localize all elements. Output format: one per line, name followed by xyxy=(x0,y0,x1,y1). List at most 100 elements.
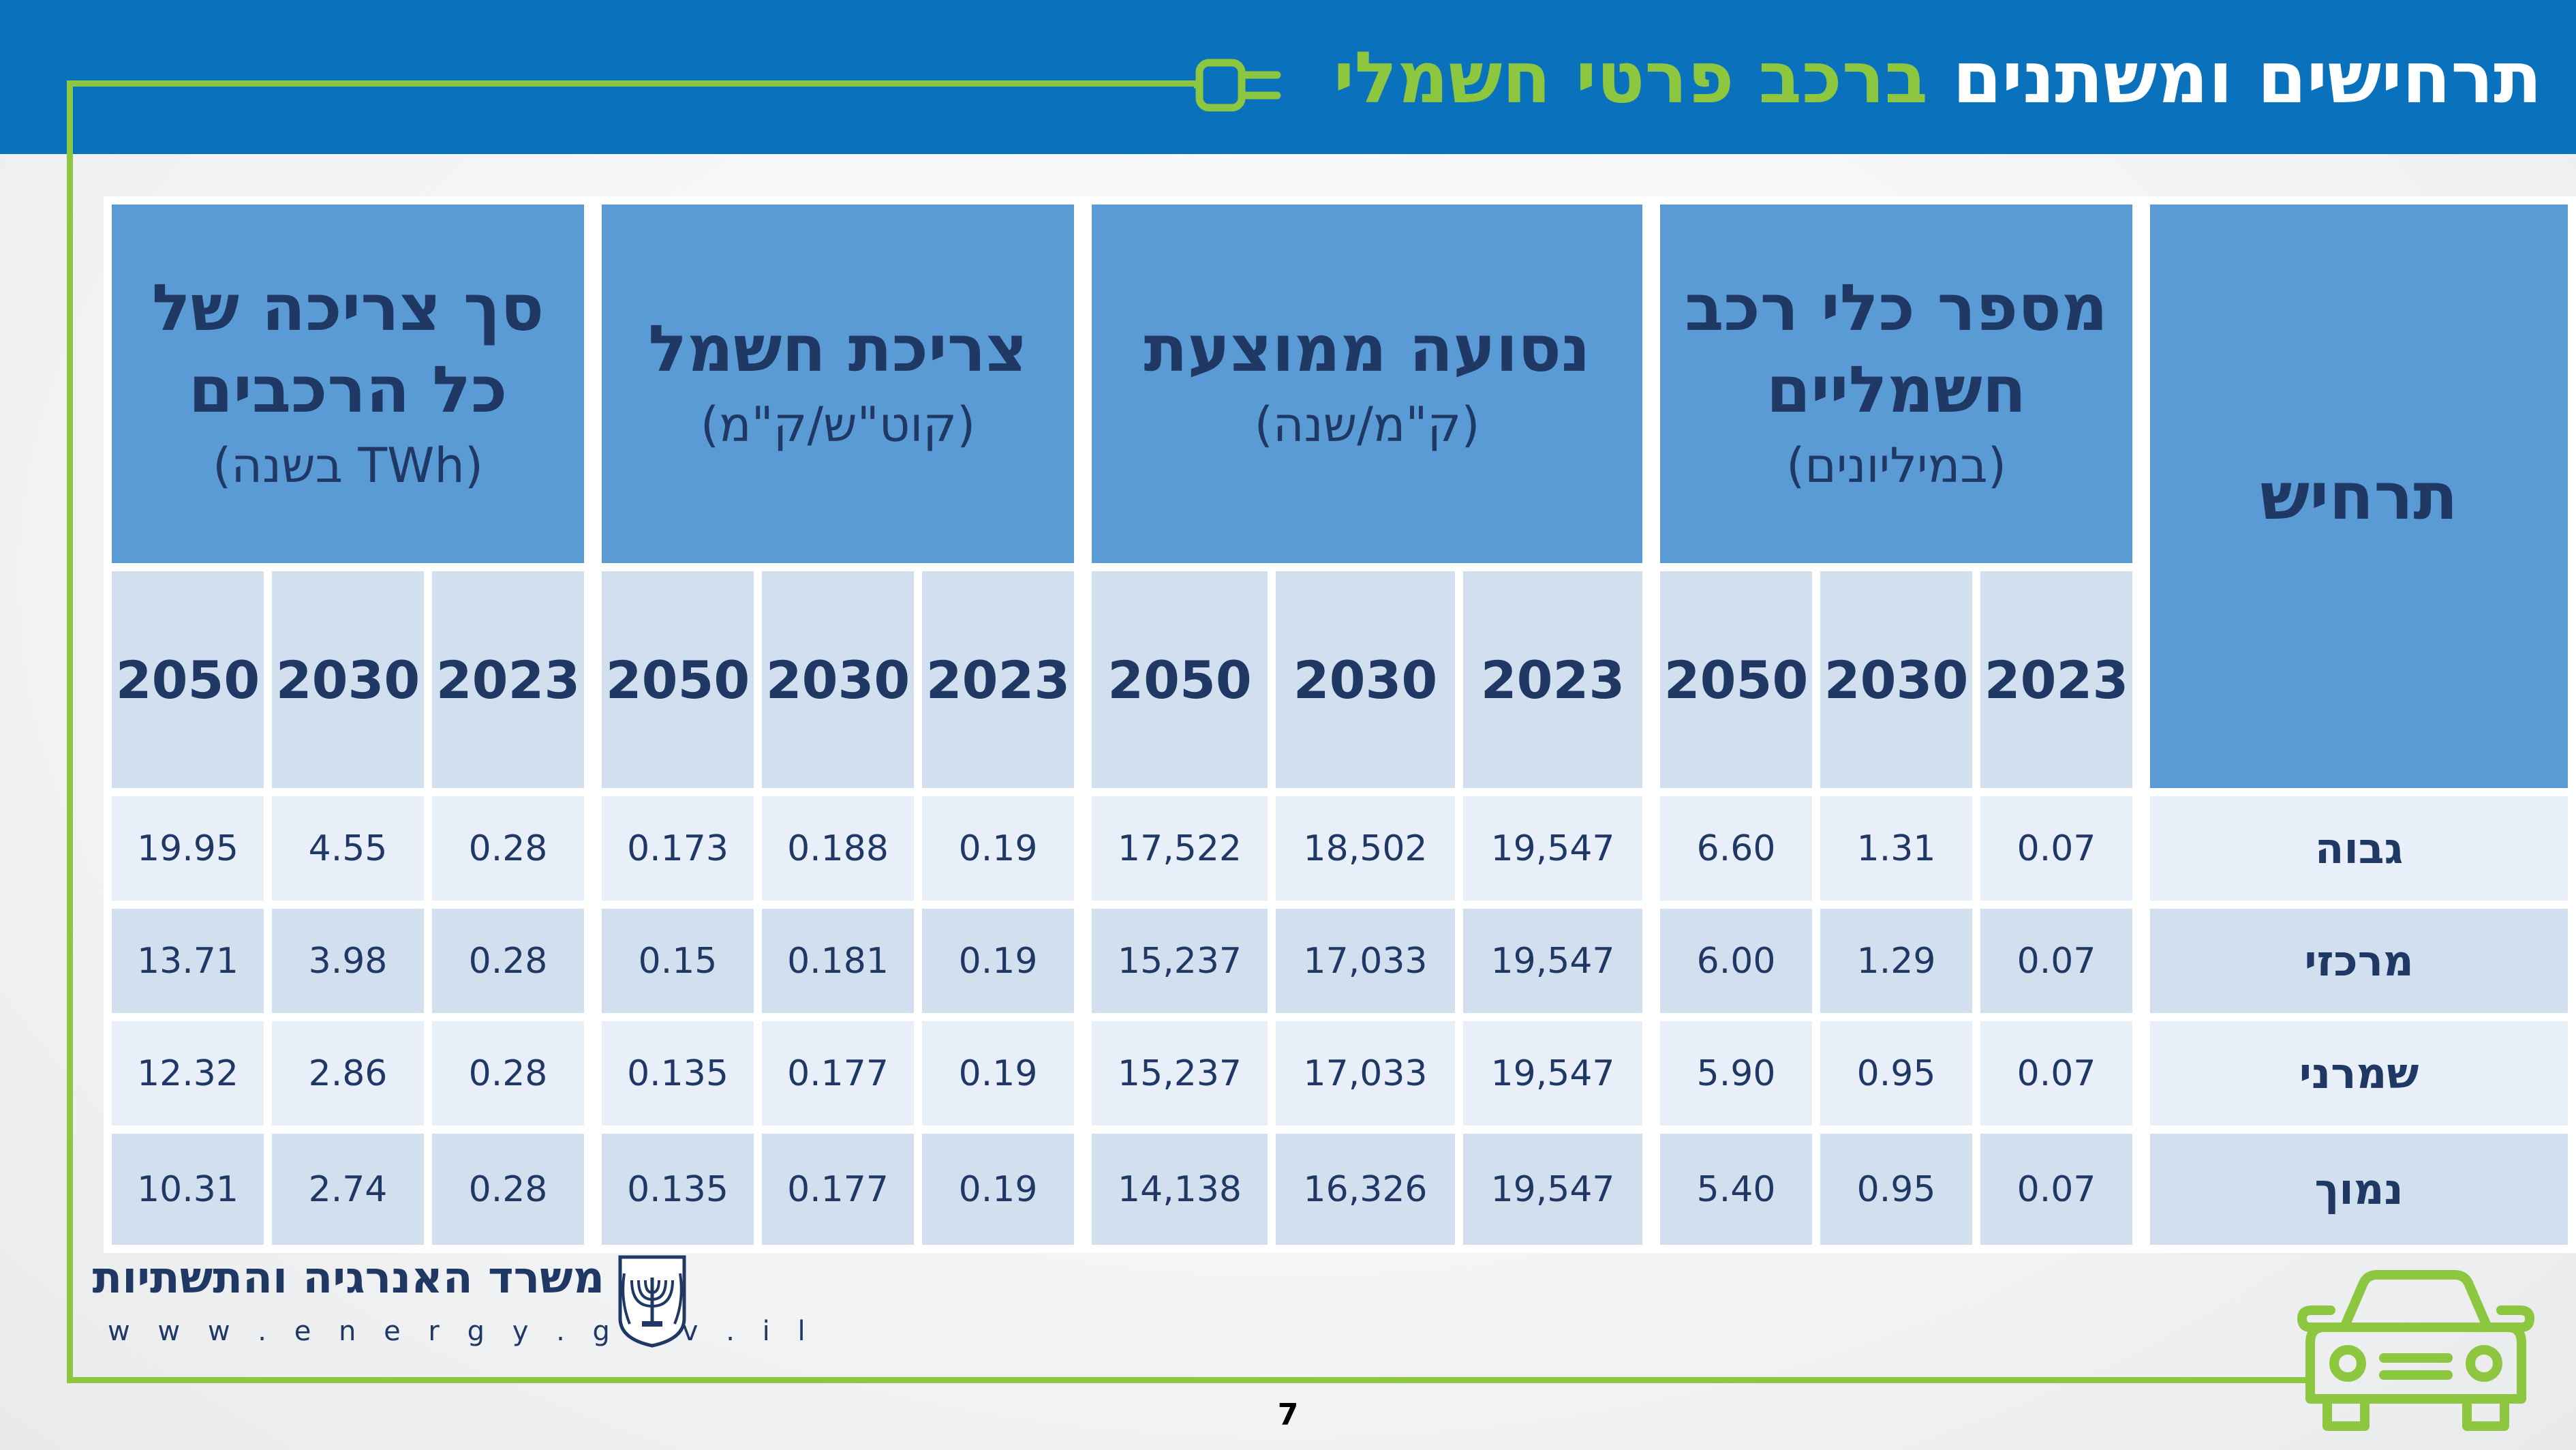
scenario-table: סך צריכה של כל הרכבים (TWh בשנה) צריכת ח… xyxy=(104,196,2576,1253)
table-cell: 18,502 xyxy=(1268,788,1464,909)
page-title: תרחישים ומשתנים ברכב פרטי חשמלי xyxy=(1334,30,2542,125)
table-cell: 12.32 xyxy=(104,1013,272,1134)
group-title: מספר כלי רכב חשמליים xyxy=(1685,271,2108,427)
table-row: 19.95 4.55 0.28 0.173 0.188 0.19 17,522 … xyxy=(104,788,2576,909)
table-cell: 6.00 xyxy=(1652,901,1821,1021)
table-cell: 19,547 xyxy=(1455,788,1651,909)
year-header: 2030 xyxy=(264,563,432,796)
year-header: 2030 xyxy=(1812,563,1981,796)
table-cell: 0.07 xyxy=(1972,788,2141,909)
column-gap xyxy=(588,200,598,567)
state-emblem-icon xyxy=(618,1255,686,1348)
column-gap xyxy=(1078,1130,1088,1249)
column-gap xyxy=(588,1017,598,1130)
table-cell: 0.19 xyxy=(913,1126,1083,1253)
table-cell: 13.71 xyxy=(104,901,272,1021)
table-cell: 1.29 xyxy=(1812,901,1981,1021)
column-gap xyxy=(2136,1017,2147,1130)
table-cell: 0.07 xyxy=(1972,901,2141,1021)
group-unit: (TWh בשנה) xyxy=(212,438,484,494)
table-row: 10.31 2.74 0.28 0.135 0.177 0.19 14,138 … xyxy=(104,1126,2576,1253)
table-cell: 0.28 xyxy=(424,1126,592,1253)
scenario-name: נמוך xyxy=(2142,1126,2576,1253)
column-gap xyxy=(588,1130,598,1249)
year-header: 2050 xyxy=(1652,563,1821,796)
column-gap xyxy=(1078,567,1088,792)
table-cell: 1.31 xyxy=(1812,788,1981,909)
header-bar xyxy=(0,0,2576,154)
table-row: 13.71 3.98 0.28 0.15 0.181 0.19 15,237 1… xyxy=(104,901,2576,1021)
column-gap xyxy=(1646,200,1657,567)
year-header: 2023 xyxy=(913,563,1083,796)
table-cell: 0.181 xyxy=(754,901,922,1021)
table-cell: 0.188 xyxy=(754,788,922,909)
table-cell: 0.15 xyxy=(594,901,762,1021)
year-header: 2050 xyxy=(1084,563,1276,796)
table-cell: 5.40 xyxy=(1652,1126,1821,1253)
ministry-name: משרד האנרגיה והתשתיות xyxy=(92,1253,605,1303)
table-cell: 16,326 xyxy=(1268,1126,1464,1253)
table-cell: 6.60 xyxy=(1652,788,1821,909)
frame-line-top xyxy=(67,80,1198,87)
frame-line-left xyxy=(67,80,73,1383)
group-header-vehicle-count: מספר כלי רכב חשמליים (במיליונים) xyxy=(1652,196,2141,571)
group-title: נסועה ממוצעת xyxy=(1144,312,1591,387)
table-cell: 0.135 xyxy=(594,1126,762,1253)
scenario-header: תרחיש xyxy=(2142,196,2576,796)
frame-line-bottom xyxy=(67,1377,2312,1383)
table-cell: 0.177 xyxy=(754,1126,922,1253)
column-gap xyxy=(1078,905,1088,1017)
scenario-name: מרכזי xyxy=(2142,901,2576,1021)
year-header: 2030 xyxy=(754,563,922,796)
column-gap xyxy=(2136,905,2147,1017)
table-row: 12.32 2.86 0.28 0.135 0.177 0.19 15,237 … xyxy=(104,1013,2576,1134)
table-cell: 17,033 xyxy=(1268,1013,1464,1134)
table-cell: 0.07 xyxy=(1972,1013,2141,1134)
table-cell: 0.95 xyxy=(1812,1126,1981,1253)
table-cell: 15,237 xyxy=(1084,901,1276,1021)
column-gap xyxy=(1646,792,1657,905)
column-gap xyxy=(588,792,598,905)
group-unit: (ק"מ/שנה) xyxy=(1254,397,1480,453)
table-cell: 0.135 xyxy=(594,1013,762,1134)
year-header: 2023 xyxy=(1972,563,2141,796)
page-number: 7 xyxy=(1277,1398,1299,1432)
table-cell: 0.19 xyxy=(913,788,1083,909)
year-header: 2050 xyxy=(594,563,762,796)
table-cell: 3.98 xyxy=(264,901,432,1021)
title-accent: ברכב פרטי חשמלי xyxy=(1333,36,1928,119)
group-unit: (קוט"ש/ק"מ) xyxy=(700,397,976,453)
table-cell: 10.31 xyxy=(104,1126,272,1253)
column-gap xyxy=(2136,567,2147,792)
year-header: 2050 xyxy=(104,563,272,796)
scenario-name: שמרני xyxy=(2142,1013,2576,1134)
ministry-url: w w w . e n e r g y . g o v . i l xyxy=(108,1316,815,1347)
electric-car-icon xyxy=(2297,1270,2534,1431)
group-title: סך צריכה של כל הרכבים xyxy=(151,271,545,427)
column-gap xyxy=(1646,1130,1657,1249)
table-cell: 2.74 xyxy=(264,1126,432,1253)
table-cell: 19,547 xyxy=(1455,1013,1651,1134)
table-cell: 0.28 xyxy=(424,1013,592,1134)
column-gap xyxy=(588,905,598,1017)
year-header: 2023 xyxy=(424,563,592,796)
group-header-electricity-consumption: צריכת חשמל (קוט"ש/ק"מ) xyxy=(593,196,1083,571)
title-main: תרחישים ומשתנים xyxy=(1952,36,2542,119)
table-cell: 2.86 xyxy=(264,1013,432,1134)
column-gap xyxy=(2136,200,2147,567)
table-cell: 0.28 xyxy=(424,901,592,1021)
table-cell: 19.95 xyxy=(104,788,272,909)
table-cell: 0.95 xyxy=(1812,1013,1981,1134)
column-gap xyxy=(1646,905,1657,1017)
column-gap xyxy=(588,567,598,792)
column-gap xyxy=(2136,1130,2147,1249)
year-header: 2030 xyxy=(1268,563,1464,796)
column-gap xyxy=(2136,792,2147,905)
table-cell: 0.07 xyxy=(1972,1126,2141,1253)
column-gap xyxy=(1078,792,1088,905)
table-cell: 0.19 xyxy=(913,901,1083,1021)
group-header-total-consumption: סך צריכה של כל הרכבים (TWh בשנה) xyxy=(104,196,592,571)
column-gap xyxy=(1078,200,1088,567)
table-cell: 5.90 xyxy=(1652,1013,1821,1134)
group-header-average-mileage: נסועה ממוצעת (ק"מ/שנה) xyxy=(1084,196,1651,571)
